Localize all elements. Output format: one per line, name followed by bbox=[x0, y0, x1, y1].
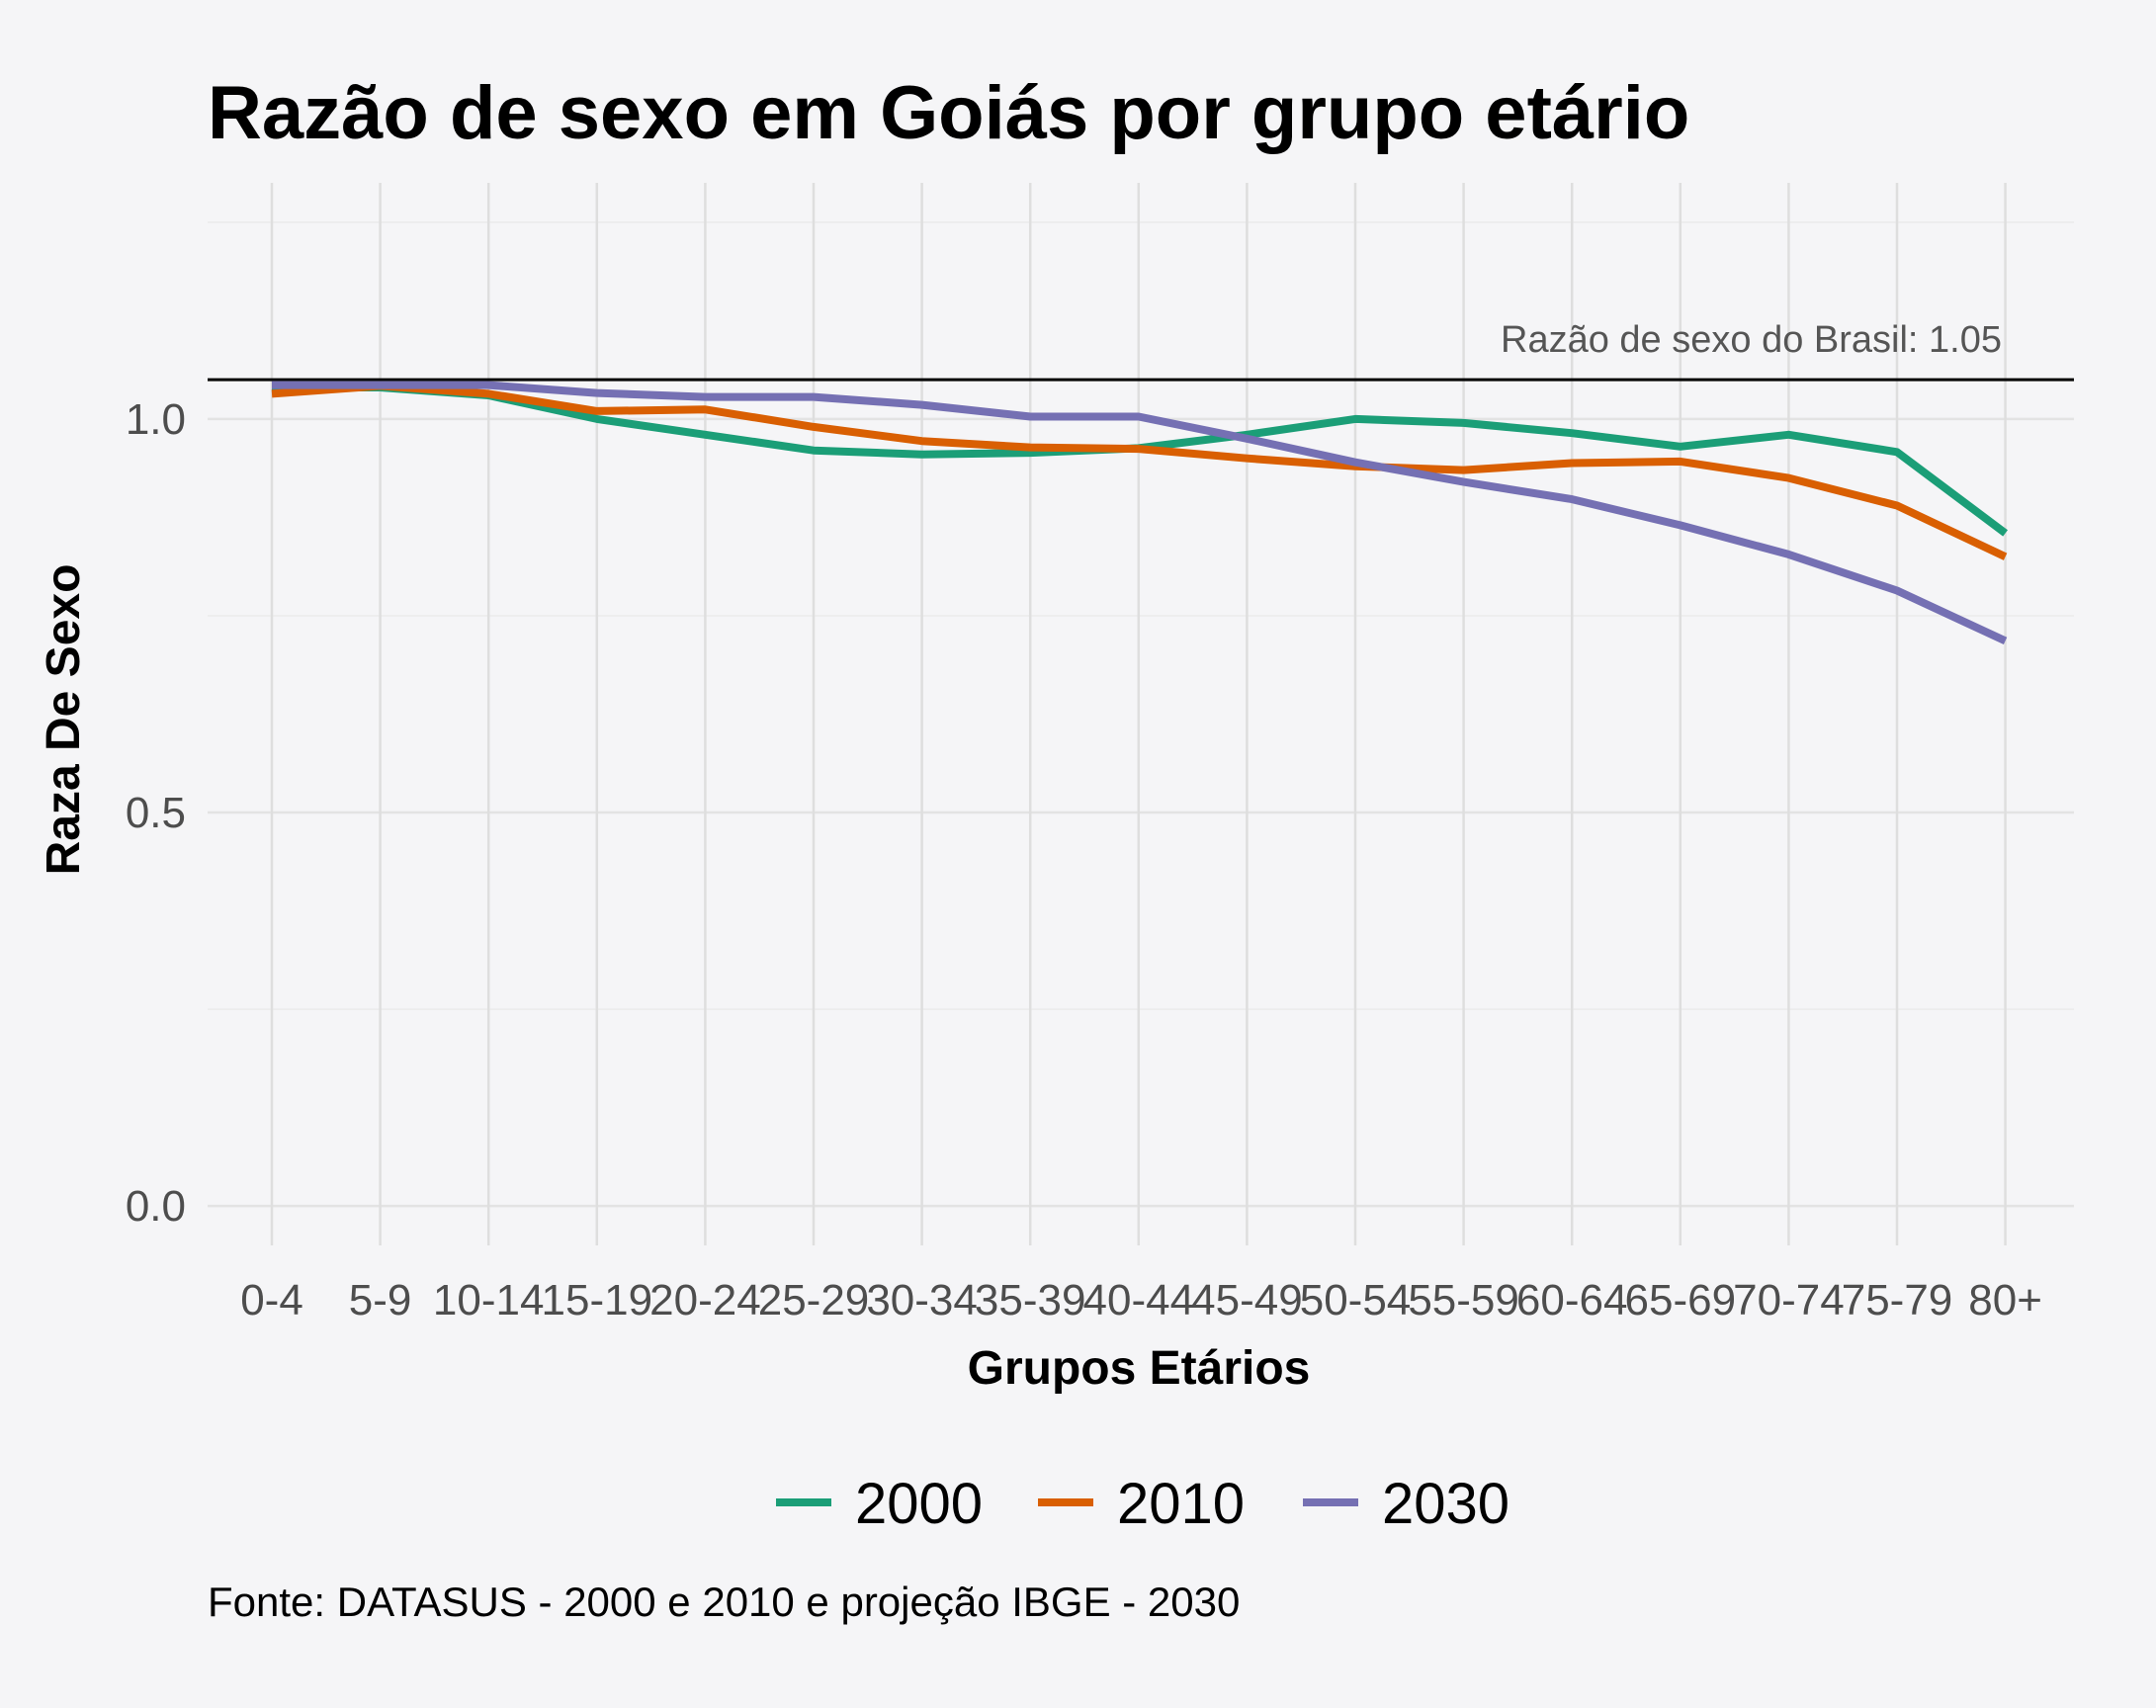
legend-label: 2000 bbox=[855, 1472, 983, 1536]
legend-item-2030: 2030 bbox=[1303, 1472, 1509, 1536]
x-axis-tick-labels: 0-4 5-9 10-1415-1920-2425-2930-3435-3940-4… bbox=[240, 1276, 2042, 1324]
plot-area: Razão de sexo do Brasil: 1.05 bbox=[208, 183, 2074, 1245]
legend-item-2000: 2000 bbox=[776, 1472, 983, 1536]
chart-title: Razão de sexo em Goiás por grupo etário bbox=[208, 71, 1689, 155]
x-tick-label: 35-39 bbox=[975, 1276, 1086, 1324]
y-tick-label: 1.0 bbox=[126, 395, 186, 444]
legend-label: 2010 bbox=[1117, 1472, 1245, 1536]
x-tick-label: 65-69 bbox=[1625, 1276, 1737, 1324]
reference-line-label: Razão de sexo do Brasil: 1.05 bbox=[1501, 319, 2002, 361]
x-tick-label: 30-34 bbox=[866, 1276, 978, 1324]
x-tick-label: 0-4 bbox=[240, 1276, 303, 1324]
y-tick-label: 0.5 bbox=[126, 789, 186, 837]
y-axis-tick-labels: 0.0 0.5 1.0 bbox=[126, 395, 186, 1231]
x-tick-label: 40-44 bbox=[1083, 1276, 1195, 1324]
x-tick-label: 5-9 bbox=[349, 1276, 412, 1324]
x-tick-label: 15-19 bbox=[542, 1276, 653, 1324]
chart-caption: Fonte: DATASUS - 2000 e 2010 e projeção … bbox=[208, 1579, 1240, 1625]
x-tick-label: 70-74 bbox=[1733, 1276, 1845, 1324]
x-axis-title: Grupos Etários bbox=[968, 1342, 1311, 1395]
x-tick-label: 10-14 bbox=[433, 1276, 545, 1324]
reference-layer: Razão de sexo do Brasil: 1.05 bbox=[208, 319, 2074, 382]
y-tick-label: 0.0 bbox=[126, 1182, 186, 1231]
x-tick-label: 55-59 bbox=[1408, 1276, 1519, 1324]
x-tick-label: 60-64 bbox=[1516, 1276, 1628, 1324]
series-line-2010 bbox=[271, 382, 2008, 560]
y-axis-title: Raza De Sexo bbox=[38, 564, 90, 876]
series-layer bbox=[271, 381, 2008, 645]
x-tick-label: 75-79 bbox=[1842, 1276, 1953, 1324]
legend-label: 2030 bbox=[1382, 1472, 1509, 1536]
legend-item-2010: 2010 bbox=[1038, 1472, 1245, 1536]
legend: 2000 2010 2030 bbox=[776, 1472, 1509, 1536]
x-tick-label: 50-54 bbox=[1300, 1276, 1412, 1324]
x-tick-label: 45-49 bbox=[1191, 1276, 1303, 1324]
x-tick-label: 25-29 bbox=[758, 1276, 870, 1324]
grid-layer bbox=[208, 183, 2074, 1245]
x-tick-label: 80+ bbox=[1968, 1276, 2042, 1324]
x-tick-label: 20-24 bbox=[649, 1276, 761, 1324]
series-line-2030 bbox=[272, 381, 2008, 645]
